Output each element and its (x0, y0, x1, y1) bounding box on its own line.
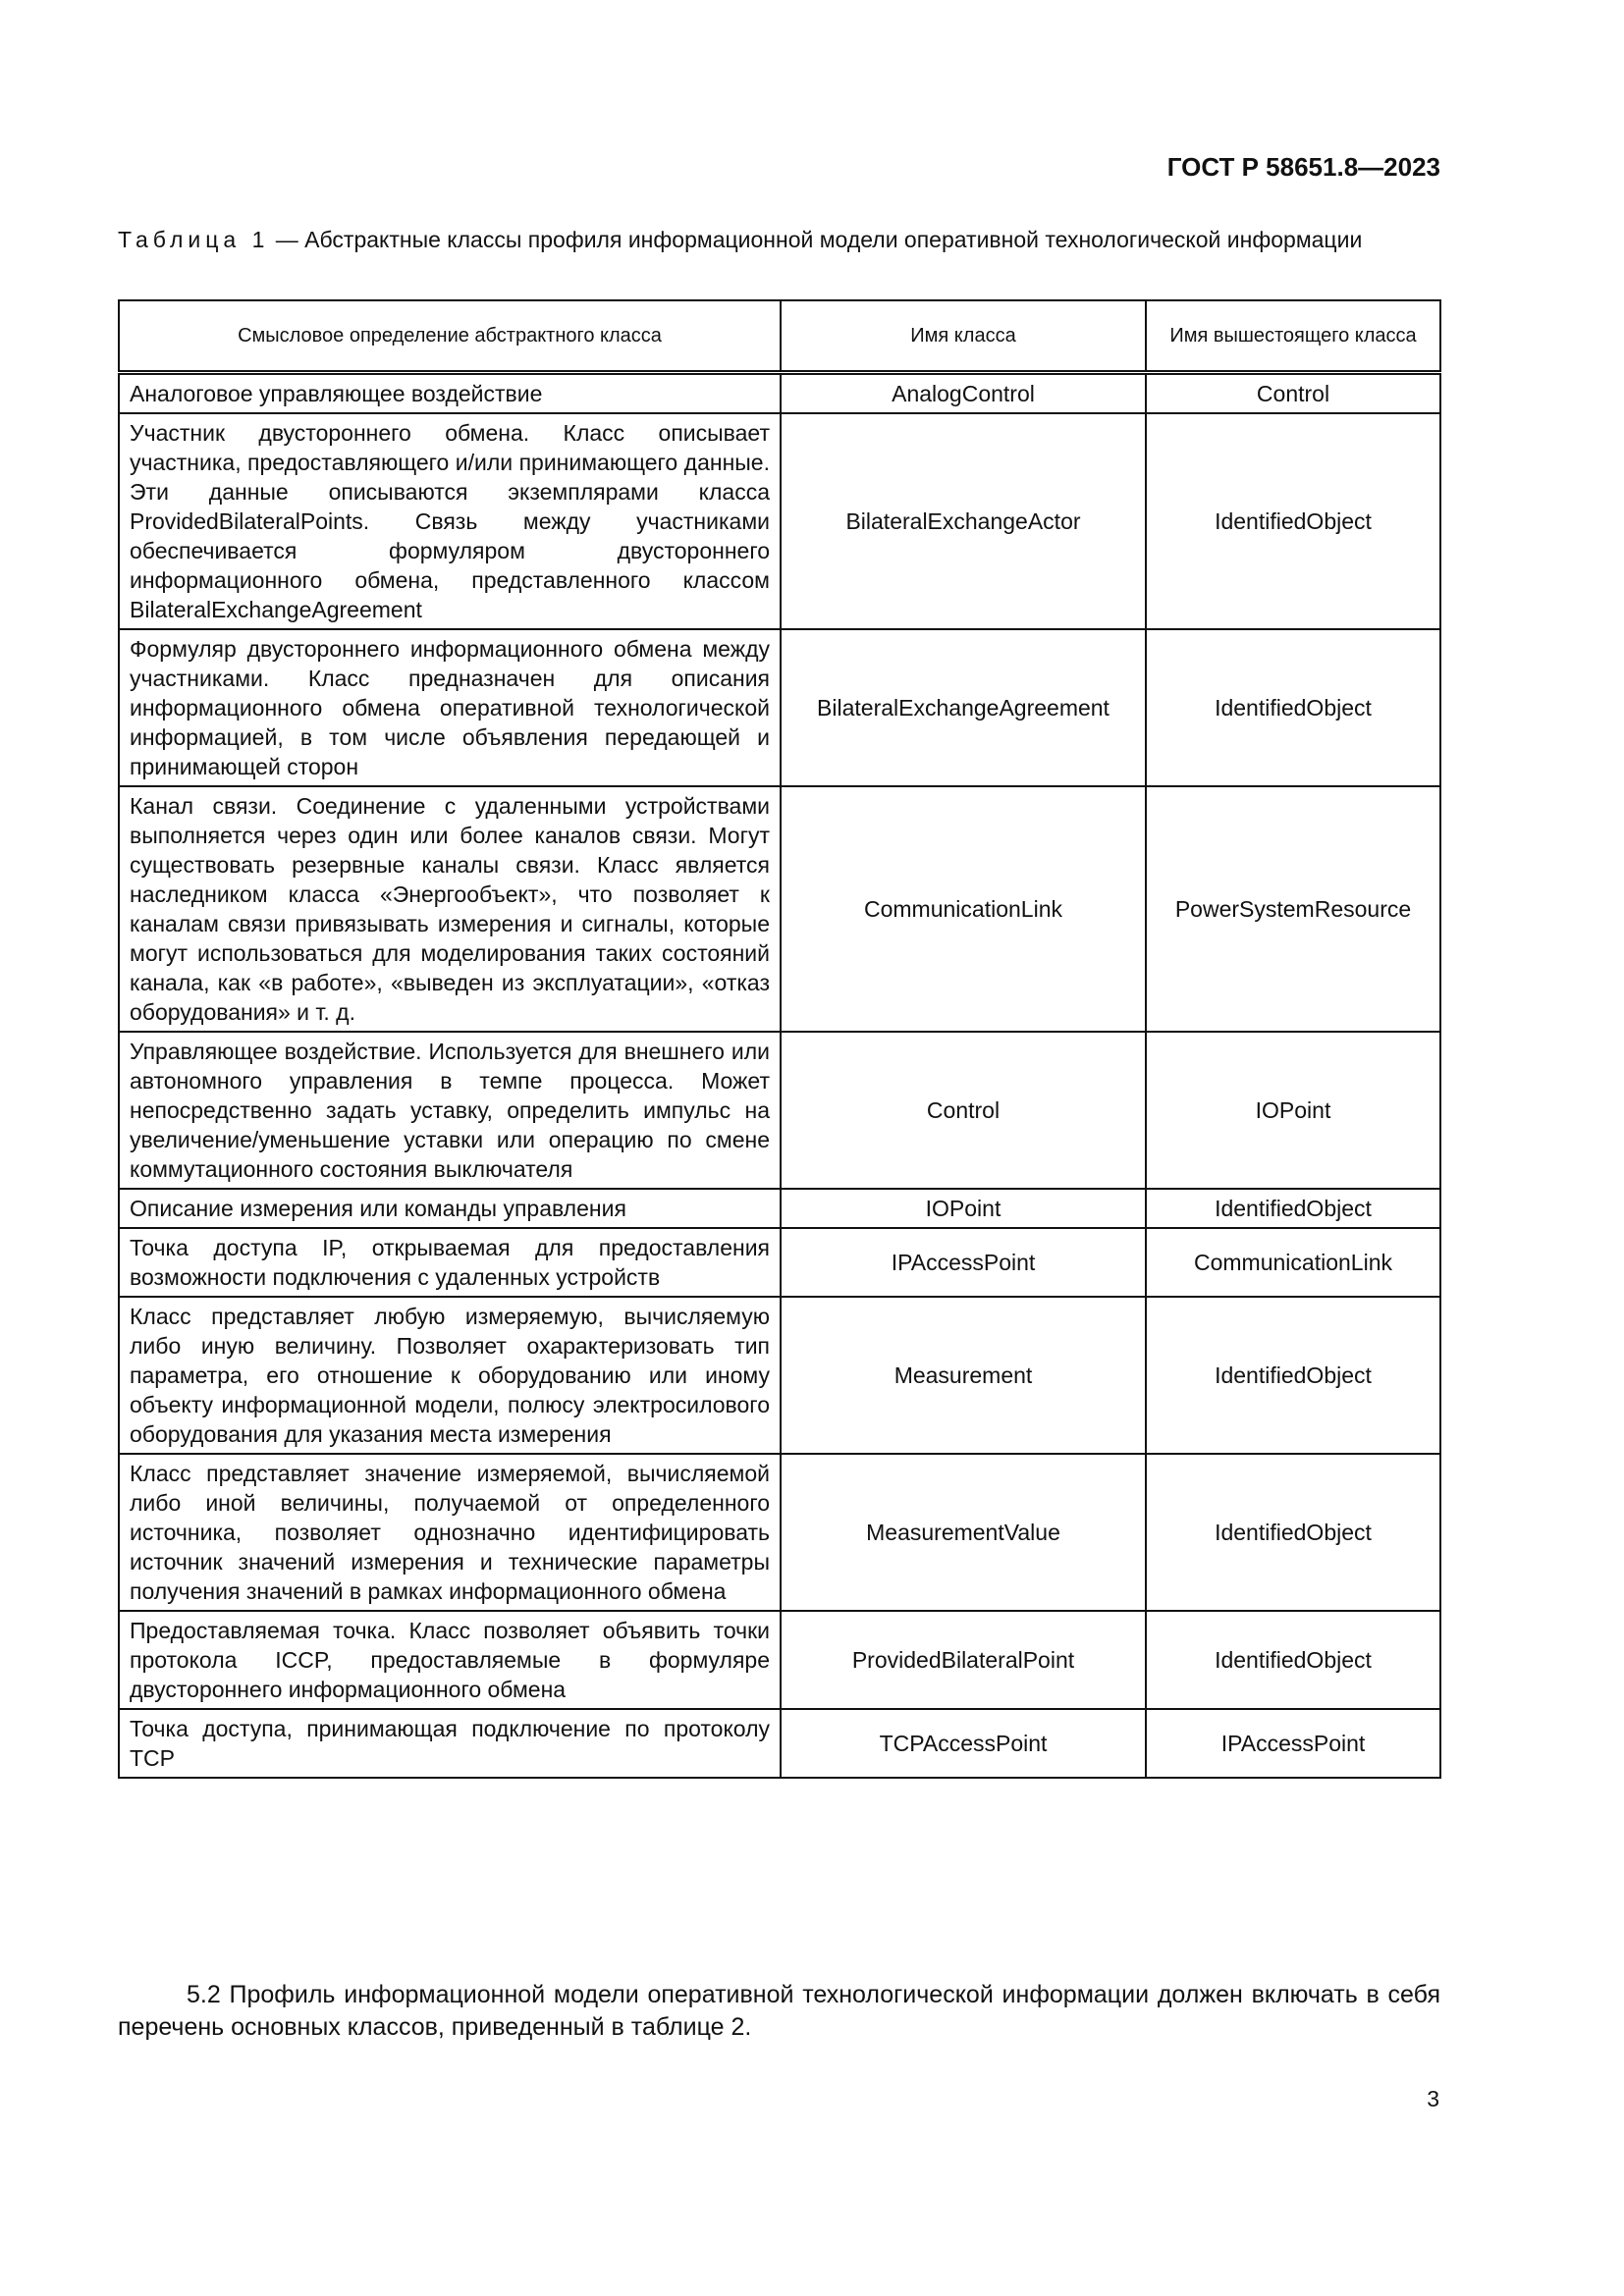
table-row: Управляющее воздействие. Используется дл… (118, 1031, 1441, 1190)
class-description: Класс представляет значение измеряемой, … (118, 1453, 782, 1612)
table-row: Класс представляет значение измеряемой, … (118, 1453, 1441, 1612)
parent-class-name: IPAccessPoint (1145, 1708, 1441, 1779)
class-name: BilateralExchangeAgreement (780, 628, 1147, 787)
class-description: Класс представляет любую измеряемую, выч… (118, 1296, 782, 1455)
parent-class-name: IdentifiedObject (1145, 1296, 1441, 1455)
table-row: Аналоговое управляющее воздействие Analog… (118, 371, 1441, 414)
class-name: AnalogControl (780, 371, 1147, 414)
table-caption: Таблица 1 — Абстрактные классы профиля и… (118, 226, 1440, 254)
table-row: Предоставляемая точка. Класс позволяет о… (118, 1610, 1441, 1710)
table-row: Точка доступа, принимающая подключение п… (118, 1708, 1441, 1779)
class-name: Measurement (780, 1296, 1147, 1455)
class-name: BilateralExchangeActor (780, 412, 1147, 630)
class-description: Канал связи. Соединение с удаленными уст… (118, 785, 782, 1033)
table-row: Формуляр двустороннего информационного о… (118, 628, 1441, 787)
parent-class-name: IdentifiedObject (1145, 1453, 1441, 1612)
page-number: 3 (1427, 2086, 1439, 2111)
class-description: Формуляр двустороннего информационного о… (118, 628, 782, 787)
column-header: Смысловое определение абстрактного класс… (118, 299, 782, 375)
table-row: Точка доступа IP, открываемая для предос… (118, 1227, 1441, 1298)
parent-class-name: IdentifiedObject (1145, 1610, 1441, 1710)
parent-class-name: IdentifiedObject (1145, 628, 1441, 787)
parent-class-name: CommunicationLink (1145, 1227, 1441, 1298)
class-description: Участник двустороннего обмена. Класс опи… (118, 412, 782, 630)
parent-class-name: IdentifiedObject (1145, 412, 1441, 630)
table-header-row: Смысловое определение абстрактного класс… (118, 299, 1441, 375)
class-name: IPAccessPoint (780, 1227, 1147, 1298)
table-row: Участник двустороннего обмена. Класс опи… (118, 412, 1441, 630)
parent-class-name: Control (1145, 371, 1441, 414)
class-description: Точка доступа, принимающая подключение п… (118, 1708, 782, 1779)
class-description: Предоставляемая точка. Класс позволяет о… (118, 1610, 782, 1710)
class-name: MeasurementValue (780, 1453, 1147, 1612)
table-row: Описание измерения или команды управлени… (118, 1188, 1441, 1229)
table-row: Класс представляет любую измеряемую, выч… (118, 1296, 1441, 1455)
document-id: ГОСТ Р 58651.8—2023 (1166, 152, 1440, 182)
column-header: Имя класса (780, 299, 1147, 375)
parent-class-name: IdentifiedObject (1145, 1188, 1441, 1229)
abstract-classes-table: Смысловое определение абстрактного класс… (118, 299, 1441, 1779)
parent-class-name: IOPoint (1145, 1031, 1441, 1190)
class-name: Control (780, 1031, 1147, 1190)
table-row: Канал связи. Соединение с удаленными уст… (118, 785, 1441, 1033)
class-description: Описание измерения или команды управлени… (118, 1188, 782, 1229)
body-paragraph: 5.2 Профиль информационной модели операт… (118, 1981, 1440, 2041)
class-description: Управляющее воздействие. Используется дл… (118, 1031, 782, 1190)
table-title: — Абстрактные классы профиля информацион… (269, 227, 1363, 252)
class-name: ProvidedBilateralPoint (780, 1610, 1147, 1710)
class-name: TCPAccessPoint (780, 1708, 1147, 1779)
class-description: Точка доступа IP, открываемая для предос… (118, 1227, 782, 1298)
parent-class-name: PowerSystemResource (1145, 785, 1441, 1033)
class-name: CommunicationLink (780, 785, 1147, 1033)
class-name: IOPoint (780, 1188, 1147, 1229)
column-header: Имя вышестоящего класса (1145, 299, 1441, 375)
table-label: Таблица 1 (118, 227, 270, 252)
class-description: Аналоговое управляющее воздействие (118, 371, 782, 414)
